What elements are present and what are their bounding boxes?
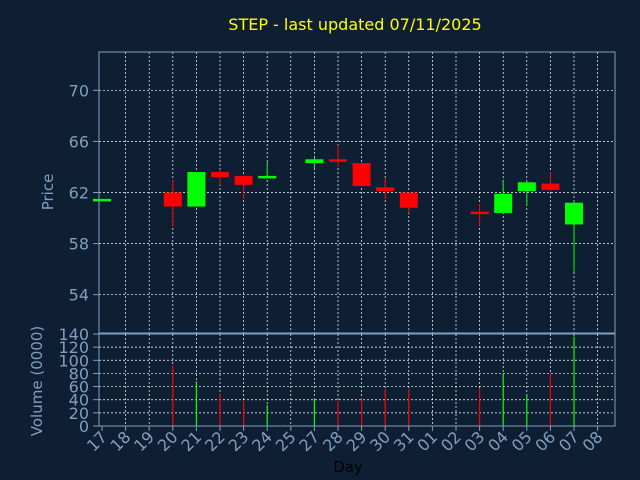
- price-candle-body: [211, 172, 229, 178]
- price-candle-body: [494, 193, 513, 213]
- price-candle: [187, 172, 206, 207]
- price-tick-label: 54: [69, 286, 89, 305]
- price-candle-body: [187, 172, 206, 207]
- volume-axis-label: Volume (0000): [28, 326, 46, 436]
- price-tick-label: 58: [69, 235, 89, 254]
- price-axis-label: Price: [39, 174, 57, 211]
- price-candle-body: [517, 182, 536, 192]
- price-y-axis: 54 58 62 66 70: [69, 81, 99, 305]
- price-candle: [329, 145, 347, 167]
- volume-tick-label: 40: [69, 391, 89, 410]
- price-candle: [541, 172, 560, 192]
- price-candle-body: [352, 163, 371, 187]
- price-candle: [494, 179, 513, 213]
- price-candle: [258, 161, 277, 179]
- price-candle-body: [329, 159, 347, 162]
- price-tick-label: 66: [69, 132, 89, 151]
- chart-title: STEP - last updated 07/11/2025: [228, 15, 481, 34]
- price-candle-body: [258, 175, 277, 179]
- price-candle: [470, 203, 489, 226]
- price-candle-body: [305, 159, 324, 164]
- price-candle-body: [399, 192, 418, 208]
- volume-tick-label: 0: [79, 417, 89, 436]
- price-candle: [93, 198, 111, 202]
- volume-bars: [172, 336, 575, 426]
- price-candle-body: [93, 198, 111, 202]
- price-tick-label: 70: [69, 81, 89, 100]
- price-candle-body: [565, 202, 583, 225]
- price-candle: [565, 201, 583, 272]
- price-candle-body: [376, 187, 395, 192]
- volume-tick-label: 80: [69, 364, 89, 383]
- volume-tick-label: 120: [58, 338, 89, 357]
- price-candle: [305, 158, 324, 169]
- volume-tick-label: 140: [58, 325, 89, 344]
- price-candle: [352, 163, 371, 187]
- price-candle: [517, 181, 536, 206]
- price-plot-frame: [98, 51, 616, 334]
- price-candle: [376, 178, 395, 199]
- x-axis-label: Day: [333, 458, 363, 476]
- price-candle: [399, 192, 418, 213]
- price-candle: [211, 169, 229, 185]
- price-candle: [234, 175, 253, 199]
- price-candle: [163, 179, 182, 227]
- price-tick-label: 62: [69, 184, 89, 203]
- price-candle-body: [234, 175, 253, 185]
- price-candles: [93, 145, 583, 272]
- price-candle-body: [470, 211, 489, 215]
- x-axis: 1718192021222324252728293031010203040506…: [83, 426, 606, 455]
- x-tick-label: 08: [579, 427, 607, 455]
- volume-tick-label: 100: [58, 351, 89, 370]
- volume-tick-label: 60: [69, 378, 89, 397]
- price-candle-body: [541, 183, 560, 190]
- volume-tick-label: 20: [69, 404, 89, 423]
- price-candle-body: [163, 192, 182, 207]
- volume-grid: [99, 334, 615, 426]
- volume-plot-frame: [98, 333, 616, 427]
